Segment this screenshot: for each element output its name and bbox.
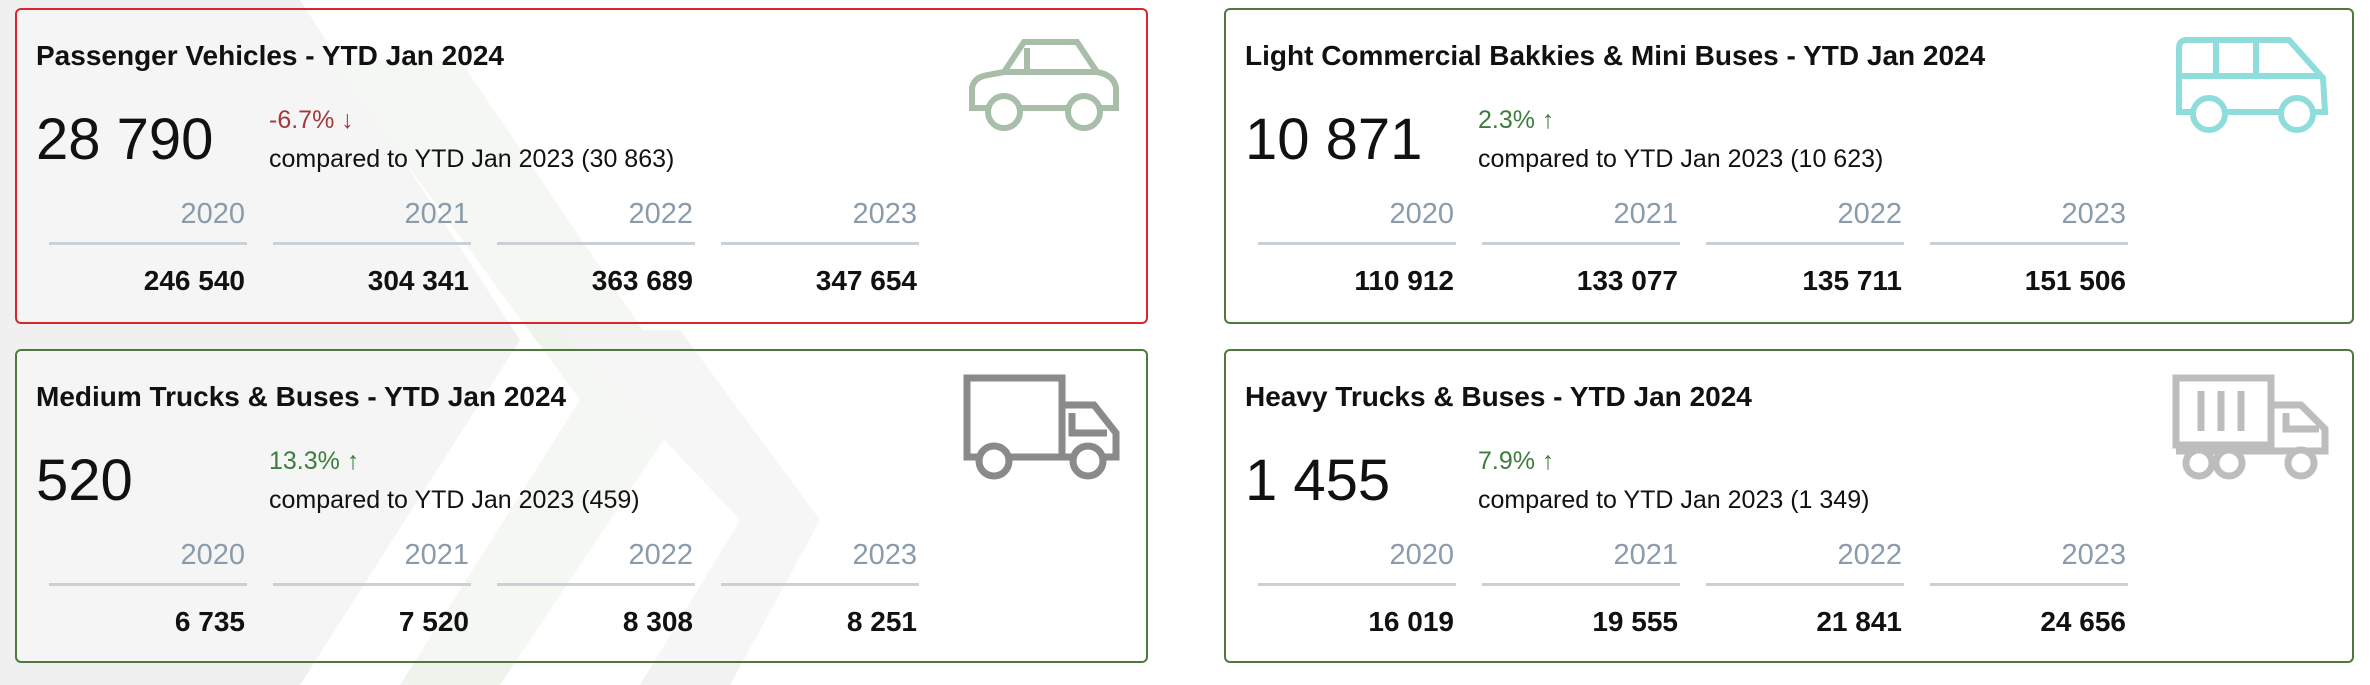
- year-label: 2020: [1389, 198, 1454, 230]
- comparison-text: compared to YTD Jan 2023 (10 623): [1478, 145, 1884, 173]
- year-label: 2022: [628, 539, 693, 571]
- year-divider: [49, 242, 247, 245]
- year-divider: [1706, 242, 1904, 245]
- kpi-change: 2.3% ↑: [1478, 106, 1555, 134]
- year-column: 2020 246 540: [49, 198, 247, 297]
- kpi-card: Heavy Trucks & Buses - YTD Jan 2024 1 455…: [1224, 349, 2354, 663]
- vehicle-icon: [963, 374, 1120, 480]
- year-divider: [1258, 583, 1456, 586]
- comparison-text: compared to YTD Jan 2023 (30 863): [269, 145, 675, 173]
- year-divider: [273, 583, 471, 586]
- year-divider: [49, 583, 247, 586]
- card-title: Passenger Vehicles - YTD Jan 2024: [36, 40, 504, 71]
- year-divider: [1930, 242, 2128, 245]
- year-label: 2021: [404, 539, 469, 571]
- year-divider: [1482, 583, 1680, 586]
- year-label: 2023: [852, 198, 917, 230]
- year-column: 2023 24 656: [1930, 539, 2128, 638]
- kpi-value: 520: [36, 448, 133, 513]
- year-column: 2022 135 711: [1706, 198, 1904, 297]
- year-label: 2021: [1613, 539, 1678, 571]
- year-value: 151 506: [2024, 265, 2126, 296]
- year-value: 6 735: [174, 606, 245, 637]
- year-label: 2023: [852, 539, 917, 571]
- kpi-change: 13.3% ↑: [269, 447, 360, 475]
- year-column: 2022 363 689: [497, 198, 695, 297]
- comparison-text: compared to YTD Jan 2023 (459): [269, 486, 640, 514]
- year-label: 2022: [1837, 539, 1902, 571]
- year-label: 2021: [404, 198, 469, 230]
- kpi-card: Passenger Vehicles - YTD Jan 2024 28 790 -…: [15, 8, 1148, 324]
- year-value: 8 308: [622, 606, 693, 637]
- year-label: 2020: [1389, 539, 1454, 571]
- kpi-value: 1 455: [1245, 448, 1391, 513]
- year-column: 2022 21 841: [1706, 539, 1904, 638]
- kpi-change: -6.7% ↓: [269, 106, 354, 134]
- year-value: 135 711: [1802, 265, 1902, 296]
- year-value: 19 555: [1592, 606, 1678, 637]
- bg-shape: [0, 0, 520, 685]
- year-column: 2023 347 654: [721, 198, 919, 297]
- comparison-text: compared to YTD Jan 2023 (1 349): [1478, 486, 1870, 514]
- card-title: Light Commercial Bakkies & Mini Buses - …: [1245, 40, 1986, 71]
- kpi-change: 7.9% ↑: [1478, 447, 1555, 475]
- year-column: 2023 151 506: [1930, 198, 2128, 297]
- card-title: Heavy Trucks & Buses - YTD Jan 2024: [1245, 381, 1752, 412]
- vehicle-icon: [969, 39, 1119, 131]
- year-value: 246 540: [143, 265, 245, 296]
- bg-chevron: [330, 60, 690, 685]
- kpi-card: Light Commercial Bakkies & Mini Buses - …: [1224, 8, 2354, 324]
- year-divider: [497, 583, 695, 586]
- year-column: 2023 8 251: [721, 539, 919, 638]
- bg-chevron: [560, 330, 820, 685]
- year-value: 363 689: [591, 265, 693, 296]
- year-divider: [497, 242, 695, 245]
- year-label: 2023: [2061, 198, 2126, 230]
- kpi-card: Medium Trucks & Buses - YTD Jan 2024 520 1…: [15, 349, 1148, 663]
- year-divider: [721, 242, 919, 245]
- year-column: 2021 19 555: [1482, 539, 1680, 638]
- year-value: 7 520: [398, 606, 469, 637]
- year-label: 2022: [1837, 198, 1902, 230]
- year-label: 2021: [1613, 198, 1678, 230]
- year-divider: [1930, 583, 2128, 586]
- year-value: 347 654: [815, 265, 917, 296]
- year-column: 2021 7 520: [273, 539, 471, 638]
- year-label: 2020: [180, 539, 245, 571]
- year-label: 2020: [180, 198, 245, 230]
- year-column: 2021 133 077: [1482, 198, 1680, 297]
- kpi-value: 10 871: [1245, 107, 1423, 172]
- vehicle-icon: [2176, 37, 2329, 133]
- kpi-value: 28 790: [36, 107, 214, 172]
- year-value: 24 656: [2040, 606, 2126, 637]
- year-divider: [273, 242, 471, 245]
- year-column: 2022 8 308: [497, 539, 695, 638]
- year-label: 2023: [2061, 539, 2126, 571]
- card-title: Medium Trucks & Buses - YTD Jan 2024: [36, 381, 567, 412]
- year-divider: [1482, 242, 1680, 245]
- year-value: 110 912: [1354, 265, 1454, 296]
- year-column: 2021 304 341: [273, 198, 471, 297]
- year-divider: [1258, 242, 1456, 245]
- vehicle-icon: [2172, 374, 2329, 480]
- year-column: 2020 110 912: [1258, 198, 1456, 297]
- year-column: 2020 6 735: [49, 539, 247, 638]
- year-value: 133 077: [1576, 265, 1678, 296]
- year-divider: [1706, 583, 1904, 586]
- year-label: 2022: [628, 198, 693, 230]
- year-column: 2020 16 019: [1258, 539, 1456, 638]
- year-value: 21 841: [1816, 606, 1902, 637]
- year-value: 304 341: [367, 265, 469, 296]
- year-value: 8 251: [846, 606, 917, 637]
- year-value: 16 019: [1368, 606, 1454, 637]
- year-divider: [721, 583, 919, 586]
